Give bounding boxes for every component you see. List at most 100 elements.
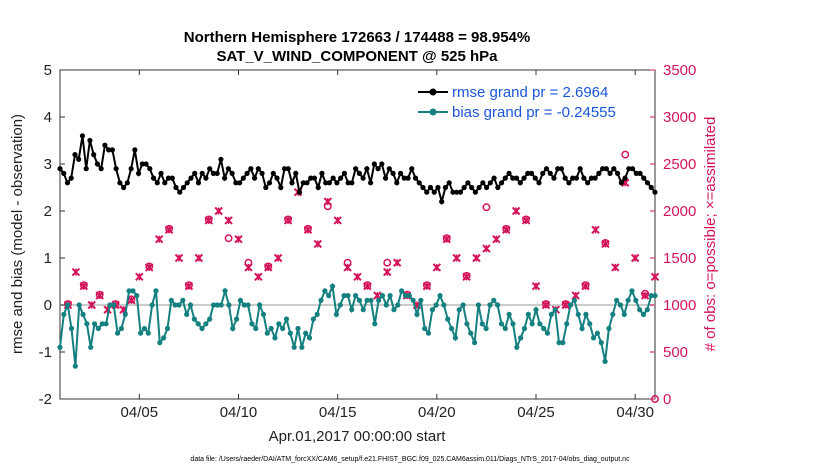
rmse-point	[94, 161, 101, 167]
bias-point	[349, 307, 355, 313]
rmse-point	[570, 175, 576, 181]
rmse-point	[270, 170, 276, 176]
bias-point	[280, 325, 286, 332]
rmse-point	[76, 156, 82, 162]
bias-point	[356, 297, 363, 303]
bias-point	[72, 363, 78, 369]
bias-point	[268, 325, 274, 332]
bias-point	[587, 321, 593, 327]
bias-point	[272, 335, 278, 341]
rmse-point	[281, 166, 288, 172]
obs-possible-point	[383, 258, 392, 267]
bias-point	[95, 325, 101, 332]
rmse-point	[184, 180, 190, 186]
rmse-point	[113, 166, 119, 172]
rmse-point	[195, 180, 202, 186]
x-axis-ticks: 04/05 04/10 04/15 04/20 04/25 04/30	[121, 70, 654, 421]
obs-assimilated-point	[303, 225, 313, 235]
rmse-point	[637, 170, 643, 176]
bias-point	[437, 293, 443, 299]
bias-point	[541, 325, 547, 332]
bias-point	[406, 293, 412, 299]
bias-point	[364, 297, 370, 303]
rmse-point	[334, 180, 340, 186]
obs-assimilated-point	[127, 296, 136, 305]
bias-point	[91, 321, 98, 327]
right-axis-ticks: 0 500 1000 1500 2000 2500 3000 3500	[650, 62, 696, 408]
bias-point	[130, 288, 136, 294]
rmse-point	[379, 161, 385, 167]
rmse-point	[147, 166, 153, 172]
bias-point	[84, 321, 90, 327]
obs-assimilated-point	[601, 239, 610, 249]
rmse-point	[577, 166, 583, 172]
rmse-point	[431, 189, 437, 195]
rmse-point	[296, 189, 303, 195]
rmse-point	[121, 184, 127, 191]
bias-point	[118, 325, 125, 332]
x-tick-label: 04/25	[517, 404, 555, 421]
rmse-point	[629, 166, 636, 172]
bias-point	[533, 307, 539, 313]
bias-point	[230, 325, 236, 332]
rmse-point	[266, 180, 273, 186]
rmse-point	[278, 184, 284, 191]
rmse-point	[652, 189, 658, 195]
rmse-point	[218, 156, 224, 162]
bias-point	[617, 302, 624, 308]
rmse-point	[412, 175, 419, 181]
obs-assimilated-point	[502, 225, 511, 235]
rmse-point	[323, 180, 329, 186]
y-tick-label: -2	[39, 391, 52, 408]
bias-point	[322, 288, 328, 294]
rmse-point	[382, 175, 389, 181]
rmse-point	[394, 180, 400, 186]
rmse-point	[435, 184, 441, 191]
rmse-point	[128, 166, 134, 172]
rmse-point	[177, 189, 183, 195]
rmse-point	[304, 180, 310, 186]
rmse-point	[139, 161, 145, 167]
legend: rmse grand pr = 2.6964 bias grand pr = -…	[418, 84, 616, 121]
obs-assimilated-point	[164, 225, 174, 235]
y-tick-label: 3	[44, 156, 52, 173]
rmse-point	[259, 170, 265, 176]
bias-point	[176, 302, 182, 308]
bias-point	[556, 340, 562, 346]
obs-assimilated-point	[333, 216, 342, 225]
rmse-point	[207, 166, 213, 172]
bias-point	[184, 311, 190, 317]
bias-point	[76, 302, 82, 308]
rmse-point	[502, 175, 508, 181]
rmse-point	[173, 184, 179, 191]
bias-point	[625, 297, 631, 303]
bias-point	[245, 302, 251, 308]
bias-point	[222, 288, 228, 294]
bias-point	[448, 325, 455, 332]
rmse-point	[442, 184, 449, 191]
bias-point	[299, 344, 305, 350]
rmse-point	[506, 170, 512, 176]
y-axis-label: rmse and bias (model - observation)	[9, 114, 26, 354]
rmse-point	[102, 142, 108, 148]
rmse-point	[61, 170, 67, 176]
bias-point	[210, 302, 217, 308]
rmse-point	[603, 166, 609, 172]
rmse-point	[57, 166, 63, 172]
rmse-point	[484, 184, 490, 191]
bias-point	[606, 325, 612, 332]
rmse-point	[626, 166, 632, 172]
rmse-point	[540, 170, 546, 176]
rmse-point	[143, 161, 149, 167]
bias-point	[644, 307, 650, 313]
bias-point	[610, 311, 616, 317]
rmse-point	[547, 170, 553, 176]
rmse-point	[255, 166, 261, 172]
obs-assimilated-point	[482, 244, 491, 253]
obs-assimilated-point	[511, 206, 521, 216]
rmse-point	[405, 175, 411, 181]
rmse-point	[375, 166, 381, 172]
bias-point	[226, 302, 232, 308]
obs-assimilated-point	[313, 239, 323, 249]
x-axis-label: Apr.01,2017 00:00:00 start	[269, 428, 447, 445]
